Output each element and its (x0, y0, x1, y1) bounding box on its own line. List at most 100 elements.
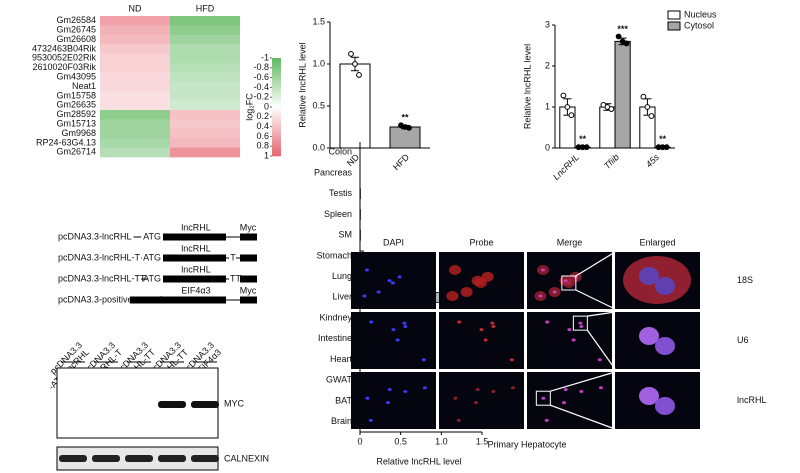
micrograph (439, 372, 524, 429)
colorbar-tick-label: -0.4 (253, 82, 269, 92)
heatmap-cell (170, 128, 240, 139)
nucleus (552, 290, 557, 294)
nucleus (391, 328, 396, 332)
x-tick-label: 1.5 (476, 436, 489, 446)
y-tick-label: Spleen (324, 209, 352, 219)
linker-label: T (230, 252, 236, 262)
micrograph (527, 372, 612, 429)
heatmap-cell (100, 110, 170, 120)
heatmap-cell (170, 53, 240, 64)
heatmap-cell (170, 16, 240, 26)
row-label: U6 (737, 335, 749, 345)
bar (599, 106, 616, 149)
colorbar-segment (272, 104, 281, 108)
heatmap-cell (100, 100, 170, 111)
colorbar-segment (272, 89, 281, 93)
colorbar-segment (272, 114, 281, 118)
y-tick-label: 0.0 (312, 142, 325, 152)
nucleus (655, 277, 675, 295)
insert-label: lncRHL (181, 222, 211, 232)
probe-signal (490, 321, 495, 325)
blot-band (59, 455, 87, 462)
blot-band (125, 455, 153, 462)
heatmap-column-label: HFD (196, 3, 215, 13)
colorbar-tick-label: 0.4 (256, 121, 269, 131)
colorbar-segment (272, 146, 281, 149)
colorbar-segment (272, 80, 281, 83)
probe-signal (460, 287, 473, 298)
x-tick-label: 0.5 (394, 436, 407, 446)
colorbar-segment (272, 136, 281, 140)
heatmap-cell (170, 25, 240, 36)
colorbar-segment (272, 60, 281, 64)
colorbar-tick-label: 0.6 (256, 131, 269, 141)
heatmap-row-label: Gm26745 (56, 24, 96, 34)
x-tick-label: Tfiib (602, 152, 621, 171)
zoom-line (575, 289, 616, 310)
data-point (356, 72, 362, 78)
micrograph (351, 252, 436, 309)
y-tick-label: 0 (545, 142, 550, 152)
nucleus (403, 390, 408, 394)
colorbar-segment (272, 116, 281, 120)
micrograph-bg (439, 372, 524, 429)
heatmap-row-label: Neat1 (72, 81, 96, 91)
heatmap-cell (170, 138, 240, 148)
data-point (348, 51, 354, 57)
nucleus (563, 279, 568, 283)
nucleus (655, 397, 675, 415)
blot-band (191, 401, 219, 408)
heatmap-cell (170, 81, 240, 92)
colorbar-segment (272, 70, 281, 73)
heatmap-cell (170, 72, 240, 83)
insert-box (163, 275, 226, 283)
tag-box (240, 296, 257, 304)
colorbar-tick-label: 1 (264, 150, 269, 160)
colorbar-segment (272, 143, 281, 147)
legend-swatch (667, 10, 681, 20)
data-point (663, 144, 670, 151)
heatmap-cell (100, 53, 170, 64)
nucleus (403, 324, 408, 328)
nucleus (578, 321, 583, 325)
column-header: Merge (557, 237, 583, 247)
nucleus (579, 324, 584, 328)
y-tick-label: SM (339, 230, 353, 240)
micrograph (439, 312, 524, 369)
probe-signal (473, 401, 478, 405)
micrograph-bg (351, 252, 436, 309)
nucleus (390, 281, 395, 285)
zoom-box (561, 275, 577, 291)
heatmap-row-label: 9530052E02Rik (32, 53, 97, 63)
y-tick-label: GWAT (326, 375, 352, 385)
heatmap-cell (170, 119, 240, 130)
data-point (623, 40, 630, 47)
colorbar-segment (272, 126, 281, 130)
colorbar-segment (272, 153, 281, 157)
legend-swatch (667, 21, 681, 31)
heatmap-row-label: Gm28592 (56, 109, 96, 119)
y-tick-label: Colon (328, 147, 352, 157)
y-tick-label: Liver (332, 292, 352, 302)
colorbar-tick-label: 0.2 (256, 111, 269, 121)
y-tick-label: 1.0 (312, 58, 325, 68)
heatmap-row-label: Gm15713 (56, 118, 96, 128)
heatmap-cell (170, 110, 240, 120)
colorbar-tick-label: -0.2 (253, 92, 269, 102)
data-point (615, 33, 622, 40)
colorbar-segment (272, 121, 281, 125)
significance-label: *** (617, 24, 628, 34)
column-header: Probe (469, 237, 493, 247)
tag-box (240, 254, 257, 262)
colorbar-tick-label: -0.6 (253, 72, 269, 82)
colorbar-tick-label: 0.8 (256, 141, 269, 151)
blot-panel (56, 367, 219, 439)
data-point (648, 113, 655, 119)
heatmap-row-label: Gm26714 (56, 147, 96, 157)
probe-signal (457, 320, 462, 324)
bar (614, 40, 631, 149)
micrograph (351, 372, 436, 429)
nucleus (561, 401, 566, 405)
data-point (608, 106, 615, 112)
nucleus (540, 268, 545, 272)
